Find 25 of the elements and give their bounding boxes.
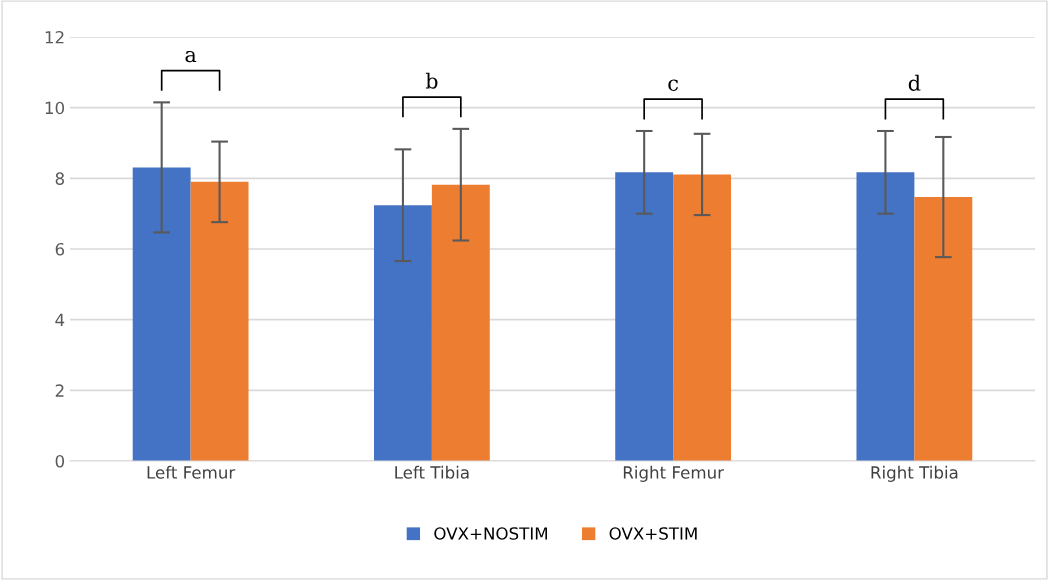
- x-tick-label: Left Tibia: [395, 465, 469, 479]
- bar: [431, 184, 490, 461]
- y-tick-label: 8: [55, 172, 64, 185]
- y-tick-label: 0: [55, 454, 65, 468]
- y-tick-label: 12: [45, 30, 64, 44]
- x-tick-label: Left Femur: [147, 465, 236, 479]
- y-tick-label: 4: [55, 313, 65, 326]
- bar: [373, 205, 432, 461]
- bar: [132, 167, 191, 461]
- legend-label: OVX+NOSTIM: [434, 527, 547, 540]
- annotation: b: [425, 72, 438, 89]
- bar: [673, 174, 732, 461]
- y-tick-label: 6: [55, 242, 65, 256]
- bar: [615, 172, 674, 461]
- x-tick-label: Right Tibia: [871, 465, 958, 482]
- y-tick-label: 10: [45, 101, 65, 115]
- annotation: d: [908, 74, 921, 91]
- bar: [856, 172, 915, 461]
- annotation: a: [185, 50, 197, 63]
- bar: [190, 181, 249, 461]
- x-tick-label: Right Femur: [623, 465, 725, 482]
- y-tick-label: 2: [55, 384, 64, 397]
- annotation: c: [668, 79, 678, 91]
- legend-label: OVX+STIM: [609, 527, 697, 540]
- bar: [914, 197, 973, 461]
